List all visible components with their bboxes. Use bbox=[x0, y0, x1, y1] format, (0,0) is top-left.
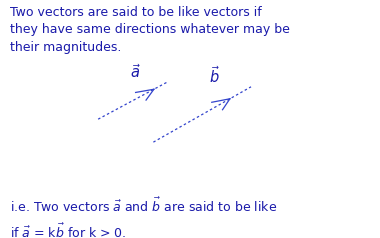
Text: Two vectors are said to be like vectors if
they have same directions whatever ma: Two vectors are said to be like vectors … bbox=[10, 6, 290, 54]
Text: $\vec{b}$: $\vec{b}$ bbox=[209, 65, 220, 86]
Text: $\vec{a}$: $\vec{a}$ bbox=[130, 63, 140, 81]
Text: if $\vec{a}$ = k$\vec{b}$ for k > 0.: if $\vec{a}$ = k$\vec{b}$ for k > 0. bbox=[10, 223, 126, 238]
Text: i.e. Two vectors $\vec{a}$ and $\vec{b}$ are said to be like: i.e. Two vectors $\vec{a}$ and $\vec{b}$… bbox=[10, 196, 277, 215]
